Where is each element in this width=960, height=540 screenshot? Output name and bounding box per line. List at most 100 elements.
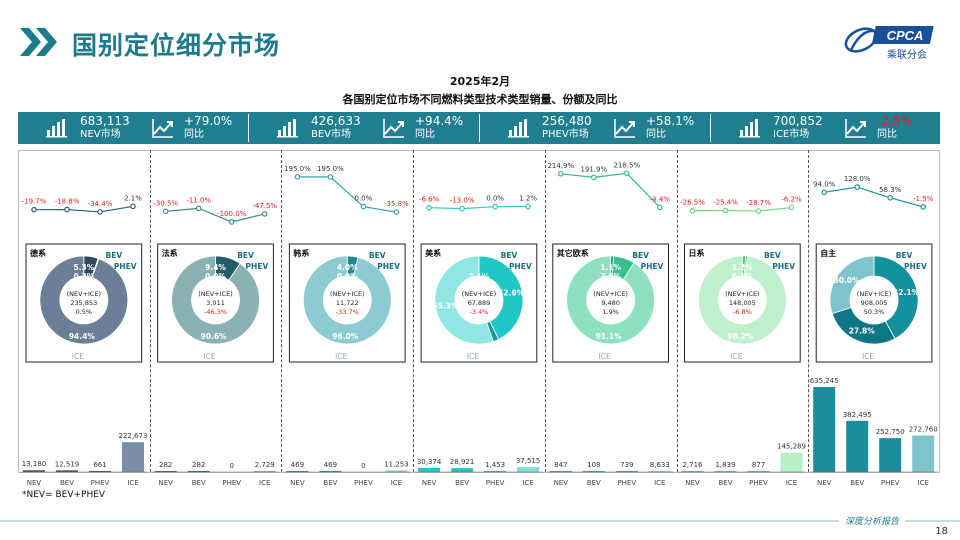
donut-slice (829, 255, 875, 315)
donut-center-total: 11,722 (336, 299, 359, 307)
donut-center-yoy: -3.4% (470, 308, 489, 316)
donut-center-yoy: 1.9% (602, 308, 619, 316)
yoy-point (261, 211, 268, 217)
kpi-yoy-label: 同比 (415, 129, 435, 140)
donut-pct-label: 96.0% (332, 332, 359, 341)
yoy-point (294, 174, 301, 180)
yoy-label: 195.0% (284, 165, 311, 173)
donut-center-label: (NEV+ICE) (857, 290, 892, 298)
donut-center-yoy: 50.3% (864, 308, 885, 316)
ice-legend: ICE (72, 352, 84, 361)
volume-label: 2,716 (682, 461, 703, 469)
category-label: NEV (27, 479, 42, 487)
volume-label: 739 (620, 461, 633, 469)
volume-bar (780, 452, 803, 472)
footer-bar (0, 520, 960, 522)
donut-pct-label: 2.1% (469, 272, 490, 281)
volume-bar (648, 470, 671, 472)
category-label: ICE (391, 479, 402, 487)
donut-pct-label: 0.6% (732, 272, 753, 281)
volume-label: 469 (291, 461, 304, 469)
volume-label: 28,921 (450, 458, 475, 466)
donut-center-total: 67,889 (468, 299, 491, 307)
category-label: ICE (786, 479, 797, 487)
volume-bar (418, 467, 441, 472)
yoy-line (33, 205, 134, 213)
volume-bar (549, 471, 572, 472)
yoy-point (525, 203, 531, 210)
trend-up-icon (383, 119, 404, 138)
category-label: ICE (522, 479, 533, 487)
donut-slice (39, 255, 129, 345)
kpi-label: PHEV市场 (542, 129, 589, 140)
category-label: ICE (918, 479, 929, 487)
kpi-label: NEV市场 (80, 129, 121, 140)
donut-center-label: (NEV+ICE) (725, 290, 760, 298)
yoy-point (755, 208, 762, 214)
kpi-ice: 700,852 ICE市场 -2.5% 同比 (711, 112, 940, 144)
category-label: PHEV (486, 479, 505, 487)
kpi-bev: 426,633 BEV市场 +94.4% 同比 (249, 112, 479, 144)
category-label: PHEV (91, 479, 110, 487)
donut-pct-label: 90.6% (201, 332, 228, 341)
footnote: *NEV= BEV+PHEV (22, 490, 106, 500)
trend-up-icon (152, 119, 173, 138)
kpi-divider (479, 114, 480, 142)
kpi-value: 683,113 (80, 114, 130, 128)
yoy-line (429, 205, 529, 210)
logo-text: CPCA (887, 28, 924, 43)
volume-label: 1,839 (715, 461, 735, 469)
kpi-divider (710, 114, 711, 142)
footer-slogan: 深度分析报告 (838, 514, 905, 527)
kpi-yoy: -2.5% (877, 114, 912, 128)
donut-pct-label: 9.4% (205, 263, 226, 272)
volume-bar (846, 420, 869, 472)
volume-bar (813, 387, 836, 472)
yoy-label: 195.0% (317, 165, 344, 173)
yoy-label: 94.0% (813, 180, 836, 188)
section-divider (677, 150, 678, 472)
chart-title: 各国别定位市场不同燃料类型技术类型销量、份额及同比 (342, 93, 618, 106)
category-label: PHEV (222, 479, 241, 487)
donut-center-total: 235,853 (70, 299, 97, 307)
ice-legend: ICE (335, 352, 347, 361)
yoy-point (821, 189, 828, 196)
yoy-point (195, 205, 202, 212)
yoy-label: -13.0% (450, 197, 475, 205)
volume-label: 30,374 (417, 458, 442, 466)
yoy-label: -4.4% (650, 195, 671, 203)
phev-legend: PHEV (246, 262, 269, 271)
volume-label: 37,515 (516, 457, 541, 465)
category-label: BEV (192, 479, 206, 487)
volume-label: 0 (361, 462, 365, 470)
page-title: 国别定位细分市场 (72, 31, 281, 60)
cpca-logo: CPCA 乘联分会 (844, 26, 934, 61)
donut-pct-label: 4.0% (337, 263, 358, 272)
category-label: BEV (850, 479, 864, 487)
volume-label: 661 (93, 461, 106, 469)
segment-name: 其它欧系 (557, 248, 589, 258)
category-label: BEV (60, 479, 74, 487)
category-label: BEV (455, 479, 469, 487)
section-divider (281, 150, 282, 472)
section-divider (150, 150, 151, 472)
donut-center-total: 908,005 (861, 299, 888, 307)
donut-center-yoy: -46.3% (204, 308, 227, 316)
category-label: NEV (422, 479, 437, 487)
volume-label: 877 (752, 461, 765, 469)
donut-pct-label: 0.0% (337, 272, 358, 281)
yoy-point (162, 208, 169, 215)
donut-slice (873, 255, 919, 340)
chevron-right-icon (20, 28, 57, 56)
category-label: PHEV (881, 479, 900, 487)
bar-chart-icon (277, 119, 298, 138)
yoy-point (854, 184, 861, 190)
donut-pct-label: 91.1% (596, 332, 623, 341)
bev-legend: BEV (632, 251, 649, 260)
yoy-line (165, 207, 265, 223)
chart-date: 2025年2月 (449, 75, 511, 88)
chart-frame (18, 150, 940, 473)
volume-bar (484, 471, 507, 472)
yoy-label: -47.5% (252, 202, 277, 210)
category-label: NEV (158, 479, 173, 487)
